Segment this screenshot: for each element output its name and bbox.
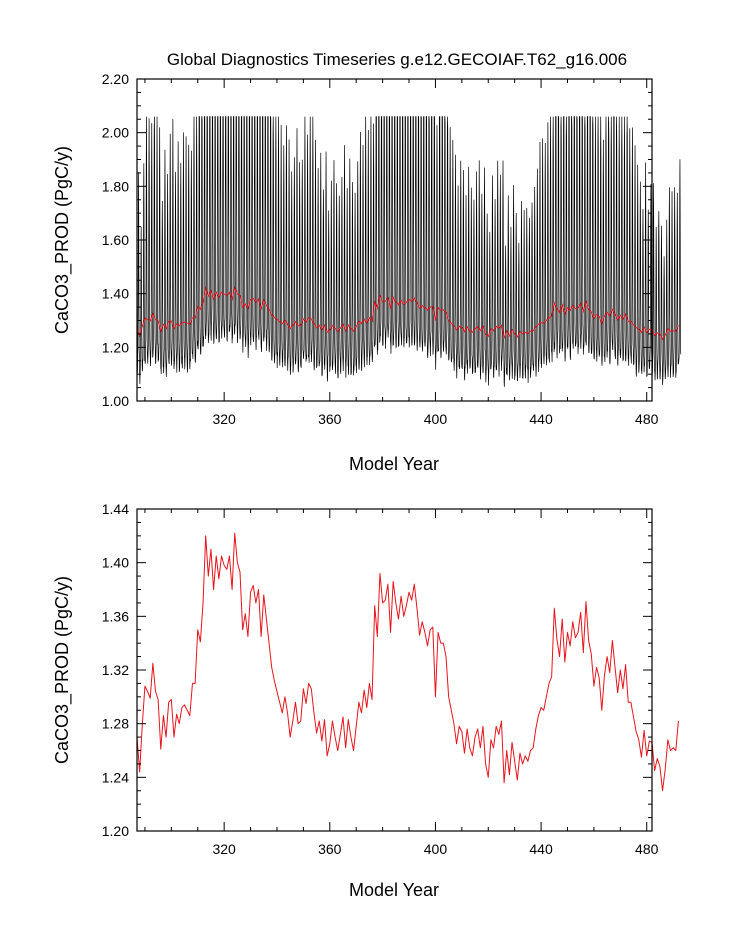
top-y-tick-label: 1.00 [102, 393, 129, 409]
bottom-x-tick-label: 320 [212, 841, 236, 857]
bottom-x-tick-label: 360 [318, 841, 342, 857]
top-x-tick-label: 360 [318, 411, 342, 427]
bottom-y-tick-label: 1.20 [102, 823, 129, 839]
bottom-y-tick-label: 1.32 [102, 662, 129, 678]
bottom-y-axis-label: CaCO3_PROD (PgC/y) [52, 576, 73, 764]
top-x-tick-label: 320 [212, 411, 236, 427]
bottom-y-tick-label: 1.40 [102, 555, 129, 571]
top-y-tick-label: 1.60 [102, 232, 129, 248]
top-y-tick-label: 1.20 [102, 339, 129, 355]
bottom-panel: 320 360 400 440 480 1.20 1.24 1.28 1.32 1.36 1.40 1… [52, 501, 679, 900]
bottom-x-axis-label: Model Year [349, 880, 439, 900]
chart-title: Global Diagnostics Timeseries g.e12.GECO… [167, 50, 627, 69]
top-x-tick-label: 480 [635, 411, 659, 427]
top-y-tick-label: 2.00 [102, 125, 129, 141]
top-monthly-line [136, 116, 682, 387]
top-x-tick-label: 440 [529, 411, 553, 427]
bottom-annual-series [136, 532, 679, 792]
top-y-axis-label: CaCO3_PROD (PgC/y) [52, 146, 73, 334]
bottom-y-tick-label: 1.36 [102, 608, 129, 624]
bottom-y-tick-label: 1.28 [102, 716, 129, 732]
top-y-tick-label: 2.20 [102, 71, 129, 87]
top-panel: 320 360 400 440 480 1.00 1.20 1.40 1.60 1.80 2.00 2… [52, 71, 682, 474]
top-y-tick-label: 1.80 [102, 178, 129, 194]
bottom-x-tick-label: 400 [424, 841, 448, 857]
bottom-x-tick-label: 480 [635, 841, 659, 857]
top-annual-line [136, 286, 679, 341]
top-annual-series [136, 286, 679, 341]
top-x-axis-label: Model Year [349, 454, 439, 474]
top-y-tick-label: 1.40 [102, 286, 129, 302]
top-x-tick-label: 400 [424, 411, 448, 427]
top-monthly-series [136, 116, 682, 387]
bottom-y-tick-label: 1.44 [102, 501, 129, 517]
bottom-annual-line [136, 532, 679, 792]
top-ticks: 320 360 400 440 480 1.00 1.20 1.40 1.60 1.80 2.00 2… [102, 71, 659, 427]
bottom-y-tick-label: 1.24 [102, 769, 129, 785]
bottom-ticks: 320 360 400 440 480 1.20 1.24 1.28 1.32 1.36 1.40 1… [102, 501, 659, 857]
bottom-x-tick-label: 440 [529, 841, 553, 857]
